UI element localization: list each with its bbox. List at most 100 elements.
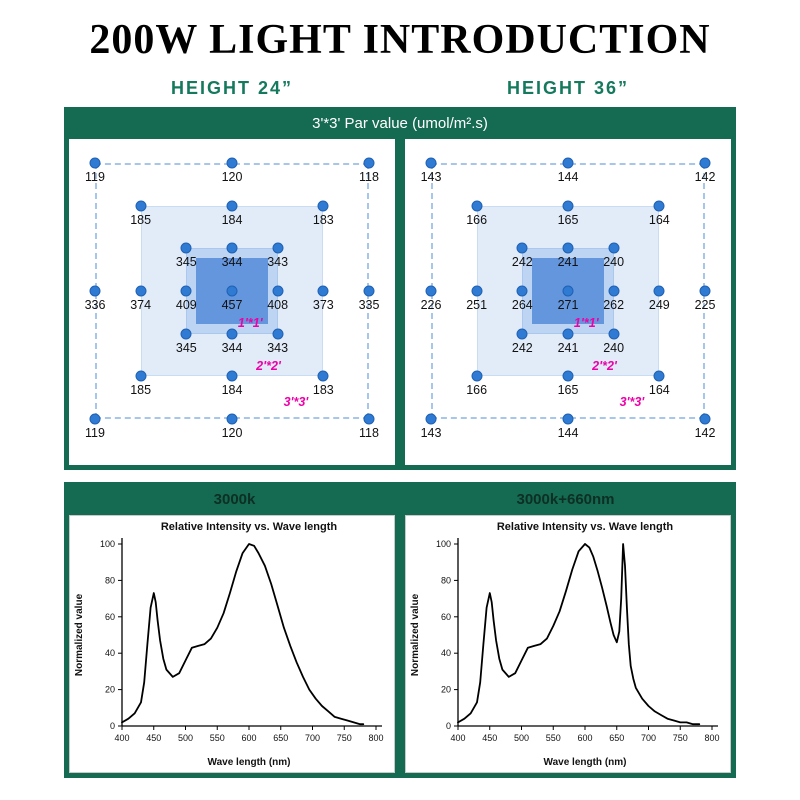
par-point-dot (562, 370, 574, 382)
par-value-panel: 3'*3' Par value (umol/m².s) 119 120 118 185… (64, 107, 736, 470)
zone-size-label: 3'*3' (619, 394, 645, 409)
par-point-dot (562, 285, 574, 297)
par-point-dot (272, 285, 284, 297)
par-value: 226 (420, 298, 442, 312)
par-point-dot (226, 157, 238, 169)
spectrum-labels-row: 3000k 3000k+660nm (69, 487, 731, 515)
x-tick-label: 550 (546, 733, 561, 743)
par-point-dot (699, 413, 711, 425)
par-value: 184 (221, 383, 243, 398)
par-point-dot (608, 242, 620, 254)
x-tick-label: 500 (178, 733, 193, 743)
par-value: 262 (603, 298, 625, 312)
par-point-dot (226, 328, 238, 340)
par-point-dot (699, 285, 711, 297)
y-tick-label: 0 (446, 721, 451, 731)
par-point-dot (226, 242, 238, 254)
y-axis-label: Normalized value (74, 593, 85, 676)
par-value: 165 (557, 383, 579, 398)
par-point-dot (135, 370, 147, 382)
x-axis-label: Wave length (nm) (208, 757, 291, 768)
par-point-dot (89, 157, 101, 169)
par-point-dot (180, 242, 192, 254)
par-value: 142 (694, 426, 716, 440)
y-tick-label: 60 (105, 612, 115, 622)
x-tick-label: 450 (146, 733, 161, 743)
par-value: 118 (359, 426, 379, 440)
par-point-dot (317, 200, 329, 212)
par-value: 374 (130, 298, 152, 312)
x-tick-label: 600 (577, 733, 592, 743)
par-point-dot (363, 285, 375, 297)
y-tick-label: 20 (441, 685, 451, 695)
spectrum-chart-3000k-660nm: Relative Intensity vs. Wave length 400 450… (405, 515, 731, 773)
par-point-dot (516, 242, 528, 254)
par-point-dot (562, 200, 574, 212)
zone-size-label: 1'*1' (573, 316, 599, 330)
par-point-dot (562, 413, 574, 425)
par-grid-height-36: 143 144 142 166 165 164 242 241 240 226 251 264 271 2… (405, 139, 731, 465)
x-tick-label: 700 (641, 733, 656, 743)
par-point-dot (363, 413, 375, 425)
par-value: 344 (221, 340, 243, 355)
par-point-dot (425, 157, 437, 169)
par-point-dot (135, 285, 147, 297)
par-point-dot (226, 413, 238, 425)
par-value: 225 (694, 298, 716, 312)
par-point-dot (135, 200, 147, 212)
par-point-dot (425, 413, 437, 425)
par-point-dot (653, 200, 665, 212)
par-grid-height-24: 119 120 118 185 184 183 345 344 343 336 374 409 457 4… (69, 139, 395, 465)
par-value: 408 (267, 298, 289, 312)
x-tick-label: 800 (704, 733, 719, 743)
chart-title: Relative Intensity vs. Wave length (497, 521, 674, 533)
spectrum-chart-svg-3000k-660nm: Relative Intensity vs. Wave length 400 450… (410, 521, 720, 768)
par-point-dot (425, 285, 437, 297)
par-value: 264 (511, 298, 533, 312)
y-tick-label: 80 (105, 575, 115, 585)
zone-size-label: 3'*3' (283, 394, 309, 409)
zone-size-label: 1'*1' (237, 316, 263, 330)
page-title: 200W LIGHT INTRODUCTION (89, 17, 711, 63)
par-value: 166 (466, 383, 488, 398)
par-value: 343 (267, 255, 289, 270)
par-value: 119 (85, 426, 105, 440)
x-tick-label: 750 (337, 733, 352, 743)
par-value: 344 (221, 255, 243, 270)
par-value: 183 (312, 212, 334, 227)
spectrum-curve (457, 543, 701, 726)
zone-size-label: 2'*2' (592, 358, 617, 373)
par-value: 335 (358, 298, 380, 312)
height-label-24: HEIGHT 24” (170, 78, 294, 98)
par-value: 144 (557, 426, 579, 440)
x-axis-label: Wave length (nm) (544, 757, 627, 768)
x-tick-label: 750 (673, 733, 688, 743)
par-point-dot (226, 285, 238, 297)
par-point-dot (471, 370, 483, 382)
y-axis-label: Normalized value (410, 593, 421, 676)
x-tick-label: 600 (241, 733, 256, 743)
spectrum-charts-row: Relative Intensity vs. Wave length 400 450… (69, 515, 731, 773)
par-point-dot (562, 328, 574, 340)
x-tick-label: 400 (450, 733, 465, 743)
par-value: 240 (603, 340, 625, 355)
par-value: 164 (648, 212, 670, 227)
par-point-dot (226, 370, 238, 382)
x-tick-label: 450 (482, 733, 497, 743)
par-value: 336 (84, 298, 106, 312)
x-tick-label: 700 (305, 733, 320, 743)
par-value: 144 (557, 170, 579, 184)
par-point-dot (272, 328, 284, 340)
chart-label-3000k-660nm: 3000k+660nm (516, 491, 615, 508)
par-point-dot (699, 157, 711, 169)
y-tick-label: 100 (436, 539, 451, 549)
par-point-dot (516, 328, 528, 340)
par-value: 120 (221, 426, 243, 440)
chart-title: Relative Intensity vs. Wave length (161, 521, 338, 533)
par-value: 409 (175, 298, 197, 312)
height-labels-row: HEIGHT 24” HEIGHT 36” (64, 78, 736, 99)
par-value: 343 (267, 340, 289, 355)
par-point-dot (516, 285, 528, 297)
par-value: 242 (511, 340, 533, 355)
par-point-dot (317, 370, 329, 382)
